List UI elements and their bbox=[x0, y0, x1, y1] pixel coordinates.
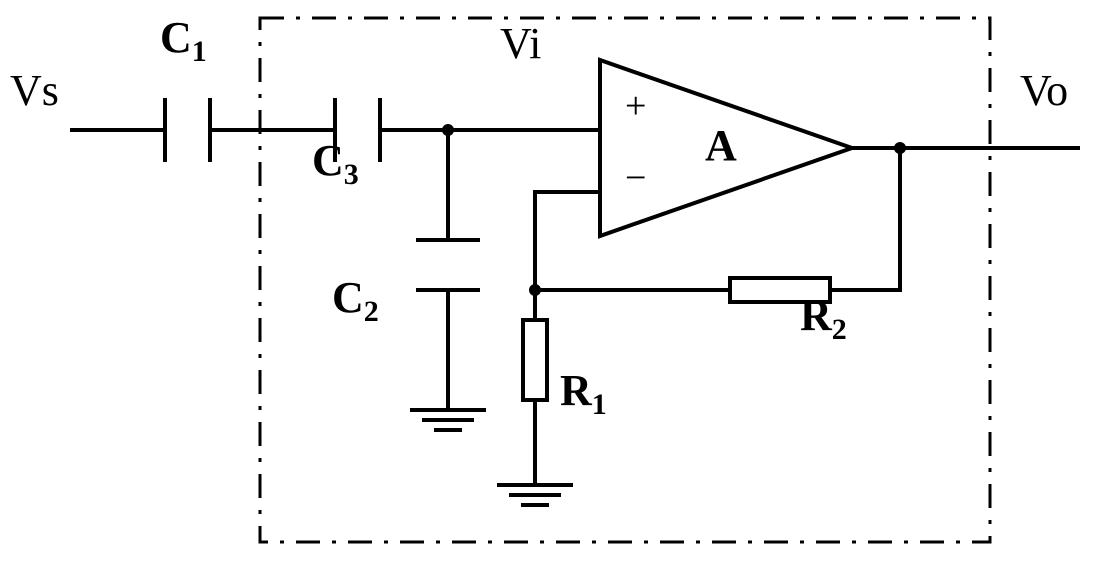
label-Vs: Vs bbox=[10, 66, 59, 115]
label-C2: C2 bbox=[332, 273, 379, 328]
label-Vi: Vi bbox=[500, 19, 541, 68]
label-C3: C3 bbox=[312, 136, 359, 191]
label-A: A bbox=[705, 121, 737, 170]
label-Vo: Vo bbox=[1020, 66, 1068, 115]
label-R2: R2 bbox=[800, 291, 847, 346]
circuit-schematic: + − Vs Vi Vo C1 C3 C2 R1 R2 A bbox=[0, 0, 1093, 581]
label-R1: R1 bbox=[560, 366, 607, 421]
opamp-minus: − bbox=[625, 157, 646, 199]
label-C1: C1 bbox=[160, 13, 207, 68]
opamp-plus: + bbox=[625, 85, 646, 127]
